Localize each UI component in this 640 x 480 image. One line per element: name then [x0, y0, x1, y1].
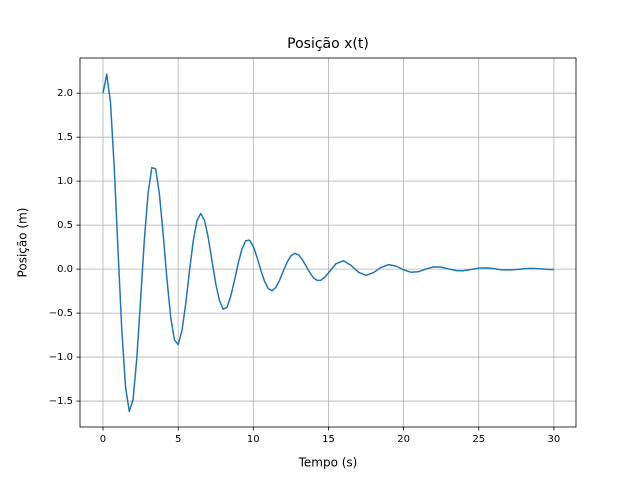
y-tick-label: −1.5: [49, 396, 73, 407]
x-tick-label: 30: [548, 434, 561, 445]
x-tick-label: 10: [247, 434, 260, 445]
y-tick-label: 0.5: [57, 220, 73, 231]
y-axis-label: Posição (m): [16, 208, 30, 278]
y-tick-label: 0.0: [57, 264, 73, 275]
x-axis-label: Tempo (s): [298, 456, 358, 470]
chart-title: Posição x(t): [287, 36, 369, 52]
y-tick-label: −1.0: [49, 352, 73, 363]
y-tick-label: 1.0: [57, 176, 73, 187]
y-tick-label: 2.0: [57, 88, 73, 99]
data-line: [102, 73, 554, 413]
x-tick-label: 5: [175, 434, 181, 445]
x-tick-label: 15: [322, 434, 335, 445]
y-tick-label: 1.5: [57, 132, 73, 143]
x-tick-label: 25: [472, 434, 485, 445]
plot-frame: [79, 57, 577, 428]
x-tick-label: 0: [100, 434, 106, 445]
x-tick-label: 20: [397, 434, 410, 445]
y-tick-label: −0.5: [49, 308, 73, 319]
